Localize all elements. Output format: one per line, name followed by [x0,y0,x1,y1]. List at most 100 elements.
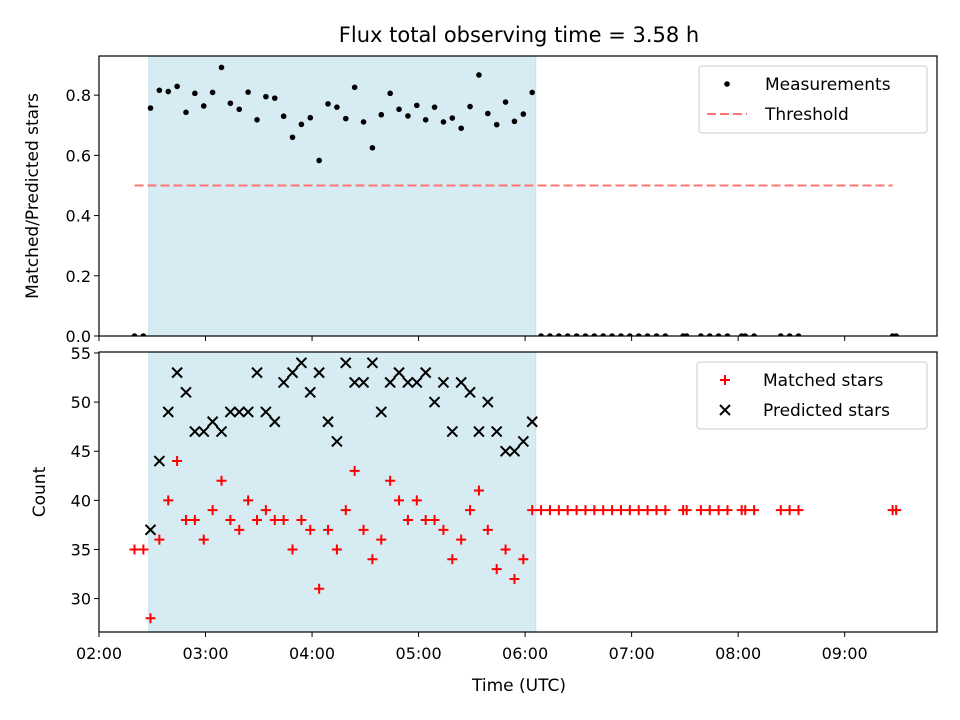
matched-star-point [500,544,511,555]
measurement-point [476,72,482,78]
matched-star-point [784,505,795,516]
matched-star-point [243,495,254,506]
measurement-point [334,104,340,110]
measurement-point [342,115,349,122]
matched-star-point [331,544,342,555]
predicted-star-point [526,416,538,428]
measurement-point [573,333,580,336]
measurement-point [271,95,278,101]
measurement-point [706,333,713,336]
measurement-point [511,118,518,125]
measurement-point [131,333,138,336]
y-tick-label: 50 [71,393,91,412]
measurement-point [227,100,234,107]
y-tick-label: 0.6 [66,146,91,165]
measurement-point [440,119,447,125]
legend: Matched stars Predicted stars [696,361,928,430]
measurement-point [644,333,651,336]
measurement-point [635,333,642,336]
matched-star-point [314,583,325,594]
matched-star-point [207,505,218,516]
matched-star-point [456,534,467,545]
predicted-star-point [180,386,192,398]
measurement-point [538,333,544,336]
matched-star-point [518,554,529,565]
matched-star-point [429,515,440,525]
matched-star-point [509,573,520,584]
measurement-point [396,106,402,113]
matched-star-point [544,505,555,516]
matched-star-point [607,505,618,516]
predicted-star-point [144,524,157,536]
predicted-star-point [251,366,263,379]
y-tick-label: 40 [71,491,91,510]
measurement-point [467,103,473,110]
legend-swatch-matched [720,375,730,385]
measurement-point [147,105,154,111]
measurement-point [724,333,731,336]
matched-star-point [138,544,149,555]
measurement-point [156,87,163,94]
measurement-point [316,157,322,164]
matched-star-point [589,505,600,516]
predicted-star-point [286,366,299,379]
measurement-point [600,333,607,336]
measurement-point [458,125,464,132]
y-tick-label: 55 [71,344,91,363]
measurement-point [493,121,500,128]
matched-star-point [598,505,609,516]
predicted-star-point [428,396,441,408]
matched-star-point [225,515,236,525]
matched-star-point [394,495,405,506]
matched-star-point [180,515,191,525]
matched-star-point [713,505,724,516]
predicted-star-point [269,416,281,428]
measurement-point [254,117,260,123]
matched-star-point [278,515,289,525]
matched-star-point [749,505,760,516]
predicted-star-point [357,376,370,389]
y-tick-label: 45 [71,442,91,461]
predicted-star-point [304,386,316,398]
measurement-point [795,333,802,336]
measurement-point [307,114,314,121]
legend-box [698,65,928,134]
matched-star-point [340,505,351,516]
matched-star-point [695,505,706,516]
matched-star-point [376,534,387,545]
predicted-star-point [482,396,494,408]
matched-star-point [793,505,804,516]
matched-star-point [527,505,538,516]
matched-star-point [465,505,476,516]
predicted-star-point [331,435,343,448]
y-tick-label: 0.4 [66,207,91,226]
matched-star-point [580,505,591,516]
measurement-point [653,333,660,336]
measurement-point [777,333,784,336]
measurement-point [387,90,393,97]
measurement-point [280,113,287,120]
measurement-point [360,119,367,125]
measurement-point [582,333,589,336]
y-tick-label: 0.2 [66,267,91,286]
predicted-star-point [340,357,352,369]
x-tick-label: 07:00 [609,644,655,663]
matched-star-point [553,505,564,516]
predicted-star-point [473,425,485,438]
x-axis-label: Time (UTC) [471,676,566,696]
predicted-star-point [490,425,503,438]
matched-star-point [367,554,378,565]
predicted-star-point [322,416,334,428]
measurement-point [200,103,207,109]
measurement-point [742,333,749,336]
predicted-star-point [171,366,183,379]
matched-star-point [287,544,298,555]
x-tick-label: 08:00 [715,644,761,663]
matched-star-point [296,515,307,525]
legend-swatch-predicted [719,404,731,416]
matched-star-point [642,505,653,516]
matched-star-point [420,515,431,525]
matched-star-point [234,524,245,535]
plot-frame [98,55,938,337]
observing-window-region [148,55,537,337]
